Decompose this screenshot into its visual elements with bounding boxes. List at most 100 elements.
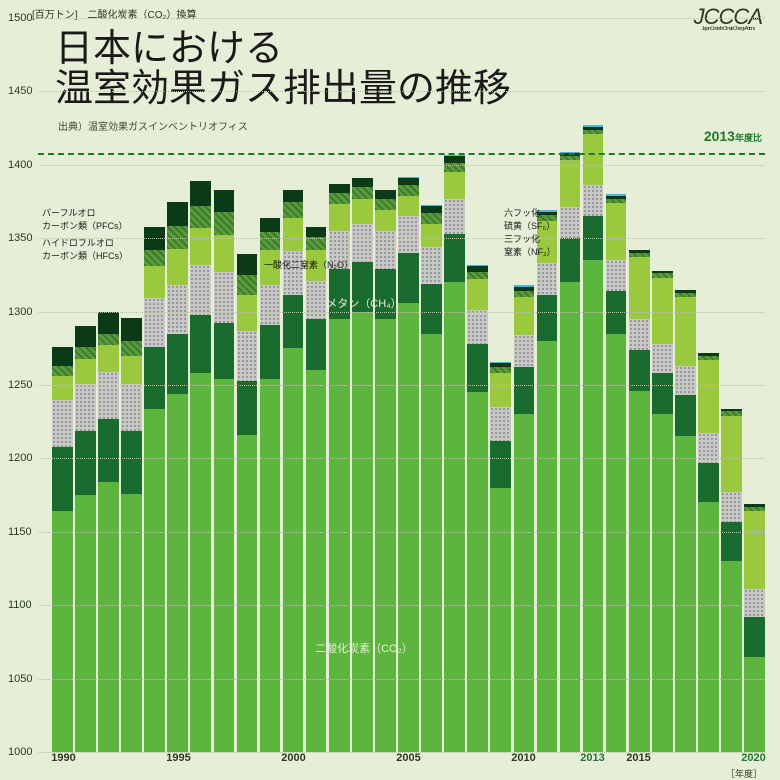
seg-ch4 bbox=[260, 325, 281, 379]
seg-ch4 bbox=[698, 463, 719, 503]
seg-n2o bbox=[75, 384, 96, 431]
x-label-2000: 2000 bbox=[281, 752, 305, 764]
seg-n2o bbox=[606, 260, 627, 291]
seg-n2o bbox=[421, 247, 442, 284]
y-label: 1000 bbox=[8, 746, 32, 758]
seg-n2o bbox=[514, 335, 535, 367]
seg-sf6 bbox=[283, 190, 304, 202]
seg-co2 bbox=[237, 435, 258, 752]
seg-ch4 bbox=[283, 295, 304, 348]
seg-ch4 bbox=[214, 323, 235, 379]
seg-pfc bbox=[375, 199, 396, 211]
seg-n2o bbox=[652, 344, 673, 373]
seg-n2o bbox=[306, 281, 327, 319]
seg-ch4 bbox=[444, 234, 465, 282]
seg-co2 bbox=[98, 482, 119, 752]
grid-line bbox=[38, 165, 765, 166]
seg-pfc bbox=[75, 347, 96, 359]
seg-hfc bbox=[398, 196, 419, 217]
seg-n2o bbox=[329, 231, 350, 269]
seg-sf6 bbox=[421, 206, 442, 213]
seg-n2o bbox=[98, 372, 119, 419]
seg-hfc bbox=[444, 172, 465, 198]
x-label-2005: 2005 bbox=[396, 752, 420, 764]
seg-hfc bbox=[329, 204, 350, 230]
seg-co2 bbox=[144, 409, 165, 753]
seg-sf6 bbox=[167, 202, 188, 227]
x-label-1990: 1990 bbox=[51, 752, 75, 764]
seg-co2 bbox=[421, 334, 442, 752]
seg-ch4 bbox=[52, 447, 73, 512]
grid-line bbox=[38, 238, 765, 239]
y-label: 1050 bbox=[8, 673, 32, 685]
seg-n2o bbox=[467, 310, 488, 344]
y-label: 1350 bbox=[8, 232, 32, 244]
seg-co2 bbox=[52, 511, 73, 752]
seg-pfc bbox=[121, 341, 142, 356]
seg-sf6 bbox=[214, 190, 235, 212]
seg-n2o bbox=[490, 407, 511, 441]
seg-n2o bbox=[398, 216, 419, 253]
seg-n2o bbox=[283, 251, 304, 295]
seg-hfc bbox=[421, 224, 442, 247]
seg-ch4 bbox=[652, 373, 673, 414]
grid-line bbox=[38, 532, 765, 533]
seg-ch4 bbox=[190, 315, 211, 374]
grid-line bbox=[38, 18, 765, 19]
seg-ch4 bbox=[237, 381, 258, 435]
seg-ch4 bbox=[744, 617, 765, 657]
seg-co2 bbox=[537, 341, 558, 752]
seg-n2o bbox=[190, 265, 211, 315]
grid-line bbox=[38, 605, 765, 606]
x-label-1995: 1995 bbox=[166, 752, 190, 764]
grid-line bbox=[38, 91, 765, 92]
seg-ch4 bbox=[490, 441, 511, 488]
center-label-ch4: メタン（CH₄） bbox=[326, 295, 401, 311]
seg-hfc bbox=[190, 228, 211, 265]
seg-hfc bbox=[721, 416, 742, 492]
seg-pfc bbox=[98, 334, 119, 346]
seg-n2o bbox=[583, 185, 604, 216]
seg-co2 bbox=[375, 319, 396, 752]
seg-n2o bbox=[144, 298, 165, 346]
seg-co2 bbox=[629, 391, 650, 752]
grid-line bbox=[38, 679, 765, 680]
y-label: 1400 bbox=[8, 159, 32, 171]
seg-co2 bbox=[329, 319, 350, 752]
seg-hfc bbox=[490, 373, 511, 407]
seg-sf6 bbox=[190, 181, 211, 206]
seg-pfc bbox=[190, 206, 211, 228]
seg-n2o bbox=[444, 199, 465, 234]
seg-hfc bbox=[583, 134, 604, 185]
seg-hfc bbox=[98, 345, 119, 371]
seg-co2 bbox=[721, 561, 742, 752]
seg-sf6 bbox=[75, 326, 96, 347]
y-label: 1450 bbox=[8, 85, 32, 97]
seg-hfc bbox=[514, 297, 535, 335]
seg-ch4 bbox=[121, 431, 142, 494]
seg-co2 bbox=[190, 373, 211, 752]
seg-co2 bbox=[167, 394, 188, 752]
center-label-co2: 二酸化炭素（CO₂） bbox=[315, 640, 413, 656]
seg-hfc bbox=[167, 249, 188, 286]
seg-hfc bbox=[744, 511, 765, 589]
seg-co2 bbox=[560, 282, 581, 752]
seg-hfc bbox=[352, 199, 373, 224]
seg-hfc bbox=[629, 257, 650, 319]
y-label: 1300 bbox=[8, 306, 32, 318]
x-label-2015: 2015 bbox=[626, 752, 650, 764]
seg-co2 bbox=[398, 303, 419, 752]
seg-co2 bbox=[283, 348, 304, 752]
seg-pfc bbox=[398, 185, 419, 195]
seg-n2o bbox=[260, 285, 281, 325]
seg-n2o bbox=[214, 272, 235, 323]
seg-hfc bbox=[214, 235, 235, 272]
seg-pfc bbox=[214, 212, 235, 235]
seg-co2 bbox=[444, 282, 465, 752]
seg-hfc bbox=[375, 210, 396, 231]
seg-pfc bbox=[467, 272, 488, 279]
seg-n2o bbox=[375, 231, 396, 269]
seg-co2 bbox=[744, 657, 765, 752]
y-label: 1500 bbox=[8, 12, 32, 24]
seg-hfc bbox=[75, 359, 96, 384]
